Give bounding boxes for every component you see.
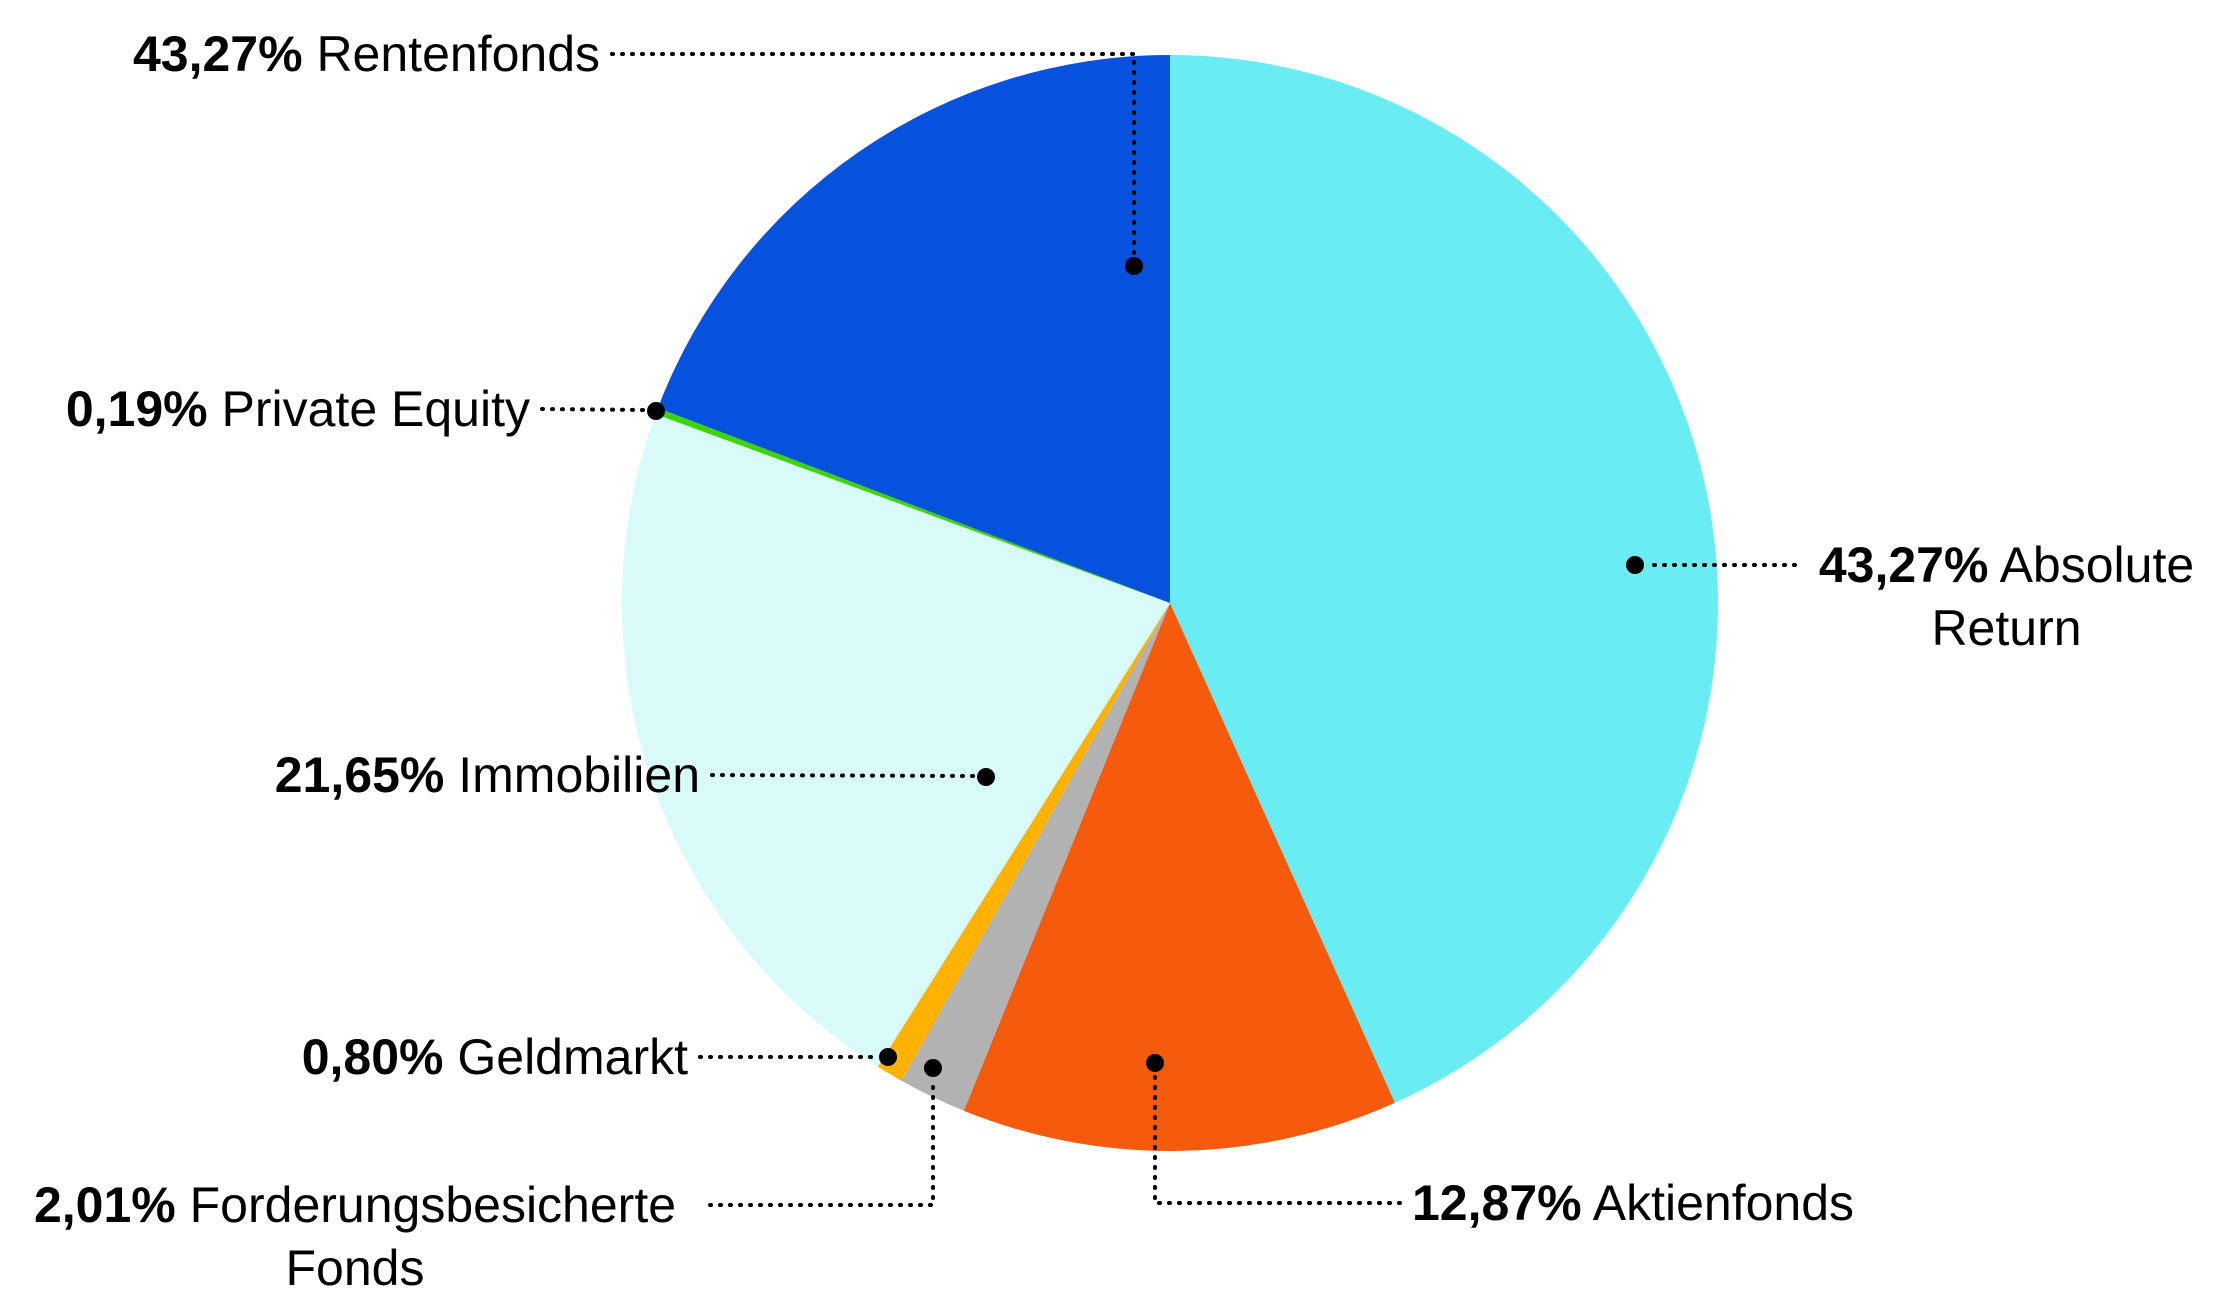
dot-forderungsfonds [924, 1059, 942, 1077]
pie-slice-private-equity [655, 408, 1170, 603]
label-forderungsfonds-percent: 2,01% [33, 1177, 176, 1233]
label-aktienfonds: 12,87% Aktienfonds [1412, 1172, 1854, 1235]
label-immobilien-percent: 21,65% [274, 747, 445, 803]
leader-immobilien [710, 773, 980, 778]
label-aktienfonds-percent: 12,87% [1412, 1175, 1582, 1231]
label-absolute-return-percent: 43,27% [1818, 537, 1989, 593]
pie-slice-rentenfonds [657, 55, 1170, 603]
label-immobilien: 21,65% Immobilien [275, 744, 700, 807]
leader-forderungsfonds [708, 1078, 935, 1207]
label-rentenfonds-name: Rentenfonds [316, 26, 600, 82]
leader-aktienfonds [1153, 1073, 1402, 1205]
dot-immobilien [977, 768, 995, 786]
label-geldmarkt-name: Geldmarkt [457, 1029, 688, 1085]
label-absolute-return: 43,27% Absolute Return [1800, 534, 2213, 660]
dot-private-equity [647, 402, 665, 420]
dot-aktienfonds [1146, 1054, 1164, 1072]
pie-slice-aktienfonds [963, 603, 1395, 1151]
label-immobilien-name: Immobilien [458, 747, 700, 803]
label-private-equity-name: Private Equity [221, 381, 530, 437]
pie-slice-geldmarkt [877, 603, 1170, 1081]
label-absolute-return-name: Absolute Return [1931, 537, 2195, 656]
pie-slice-absolute-return [1170, 55, 1718, 1103]
label-rentenfonds-percent: 43,27% [132, 26, 303, 82]
dot-absolute-return [1626, 556, 1644, 574]
leader-rentenfonds [610, 52, 1136, 258]
label-rentenfonds: 43,27% Rentenfonds [133, 23, 600, 86]
label-geldmarkt-percent: 0,80% [301, 1029, 444, 1085]
dot-rentenfonds [1125, 257, 1143, 275]
label-geldmarkt: 0,80% Geldmarkt [302, 1026, 688, 1089]
label-private-equity-percent: 0,19% [65, 381, 208, 437]
pie-slice-forderungsbesicherte-fonds [901, 603, 1170, 1111]
dot-geldmarkt [879, 1048, 897, 1066]
label-forderungsfonds-name: Forderungsbesicherte Fonds [189, 1177, 677, 1292]
label-forderungsfonds: 2,01% Forderungsbesicherte Fonds [5, 1174, 705, 1292]
leader-private-equity [540, 407, 648, 412]
label-private-equity: 0,19% Private Equity [66, 378, 530, 441]
pie [621, 55, 1718, 1151]
label-aktienfonds-name: Aktienfonds [1592, 1175, 1855, 1231]
pie-slice-immobilien [621, 414, 1170, 1067]
